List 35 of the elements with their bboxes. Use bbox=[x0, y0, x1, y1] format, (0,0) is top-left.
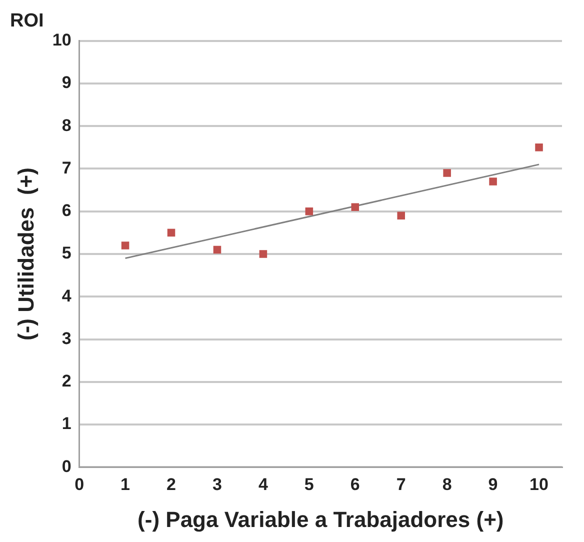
point bbox=[213, 246, 222, 254]
x-tick-label: 9 bbox=[488, 475, 498, 494]
chart-title: ROI bbox=[10, 10, 44, 32]
point bbox=[443, 169, 451, 177]
y-tick-label: 10 bbox=[52, 30, 72, 50]
x-tick-label: 10 bbox=[530, 475, 548, 494]
x-tick-label: 3 bbox=[212, 475, 222, 494]
point bbox=[121, 242, 130, 250]
point bbox=[489, 178, 497, 186]
y-tick-label: 4 bbox=[62, 286, 72, 306]
x-tick-label: 1 bbox=[120, 475, 130, 494]
x-tick-label: 2 bbox=[166, 475, 176, 494]
x-axis-title: (-) Paga Variable a Trabajadores (+) bbox=[138, 506, 504, 532]
x-tick-label: 6 bbox=[350, 475, 360, 494]
y-tick-label: 3 bbox=[62, 328, 72, 348]
y-tick-label: 9 bbox=[62, 73, 72, 92]
y-tick-label: 0 bbox=[62, 456, 72, 476]
point bbox=[351, 203, 360, 211]
y-tick-label: 2 bbox=[62, 372, 72, 391]
point bbox=[259, 250, 268, 258]
x-tick-label: 0 bbox=[74, 475, 84, 494]
point bbox=[535, 144, 543, 152]
point bbox=[305, 207, 314, 216]
point bbox=[167, 228, 176, 237]
x-tick-label: 5 bbox=[304, 475, 314, 494]
point bbox=[397, 212, 405, 220]
y-tick-label: 8 bbox=[62, 116, 72, 135]
x-tick-label: 7 bbox=[396, 475, 406, 494]
y-tick-label: 1 bbox=[62, 414, 72, 434]
x-tick-label: 8 bbox=[442, 475, 452, 494]
y-tick-label: 6 bbox=[62, 201, 72, 220]
y-tick-label: 7 bbox=[62, 158, 72, 178]
x-tick-label: 4 bbox=[258, 475, 268, 494]
y-axis-title: (-) Utilidades (+) bbox=[13, 168, 38, 340]
y-tick-label: 5 bbox=[62, 244, 72, 263]
